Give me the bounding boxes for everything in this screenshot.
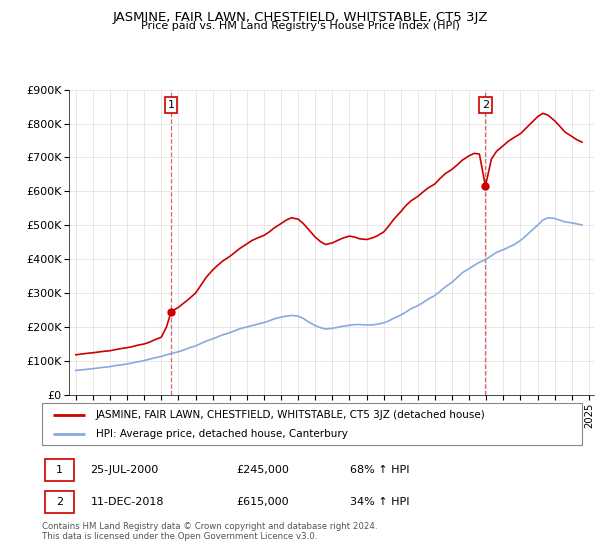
Text: Price paid vs. HM Land Registry's House Price Index (HPI): Price paid vs. HM Land Registry's House … <box>140 21 460 31</box>
Text: 11-DEC-2018: 11-DEC-2018 <box>91 497 164 507</box>
Text: £615,000: £615,000 <box>236 497 289 507</box>
Text: HPI: Average price, detached house, Canterbury: HPI: Average price, detached house, Cant… <box>96 430 348 439</box>
Text: 1: 1 <box>167 100 175 110</box>
Text: JASMINE, FAIR LAWN, CHESTFIELD, WHITSTABLE, CT5 3JZ (detached house): JASMINE, FAIR LAWN, CHESTFIELD, WHITSTAB… <box>96 410 486 420</box>
Text: JASMINE, FAIR LAWN, CHESTFIELD, WHITSTABLE, CT5 3JZ: JASMINE, FAIR LAWN, CHESTFIELD, WHITSTAB… <box>112 11 488 24</box>
Text: 68% ↑ HPI: 68% ↑ HPI <box>350 465 409 475</box>
Text: 2: 2 <box>482 100 489 110</box>
Text: 25-JUL-2000: 25-JUL-2000 <box>91 465 159 475</box>
Text: 2: 2 <box>56 497 64 507</box>
FancyBboxPatch shape <box>45 459 74 480</box>
Text: £245,000: £245,000 <box>236 465 289 475</box>
FancyBboxPatch shape <box>45 491 74 513</box>
Text: 34% ↑ HPI: 34% ↑ HPI <box>350 497 409 507</box>
Text: 1: 1 <box>56 465 64 475</box>
Text: Contains HM Land Registry data © Crown copyright and database right 2024.
This d: Contains HM Land Registry data © Crown c… <box>42 522 377 542</box>
FancyBboxPatch shape <box>42 403 582 445</box>
